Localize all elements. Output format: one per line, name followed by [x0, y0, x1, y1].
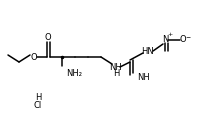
Text: H: H	[35, 94, 41, 102]
Text: N: N	[162, 35, 168, 45]
Text: O: O	[180, 35, 186, 45]
Text: −: −	[185, 34, 191, 39]
Text: NH₂: NH₂	[66, 69, 82, 79]
Text: NH: NH	[110, 64, 122, 72]
Text: O: O	[45, 33, 51, 42]
Text: NH: NH	[137, 73, 150, 83]
Text: H: H	[113, 69, 119, 79]
Text: +: +	[167, 33, 173, 38]
Text: Cl: Cl	[34, 102, 42, 110]
Text: HN: HN	[142, 46, 154, 56]
Text: O: O	[31, 53, 37, 61]
